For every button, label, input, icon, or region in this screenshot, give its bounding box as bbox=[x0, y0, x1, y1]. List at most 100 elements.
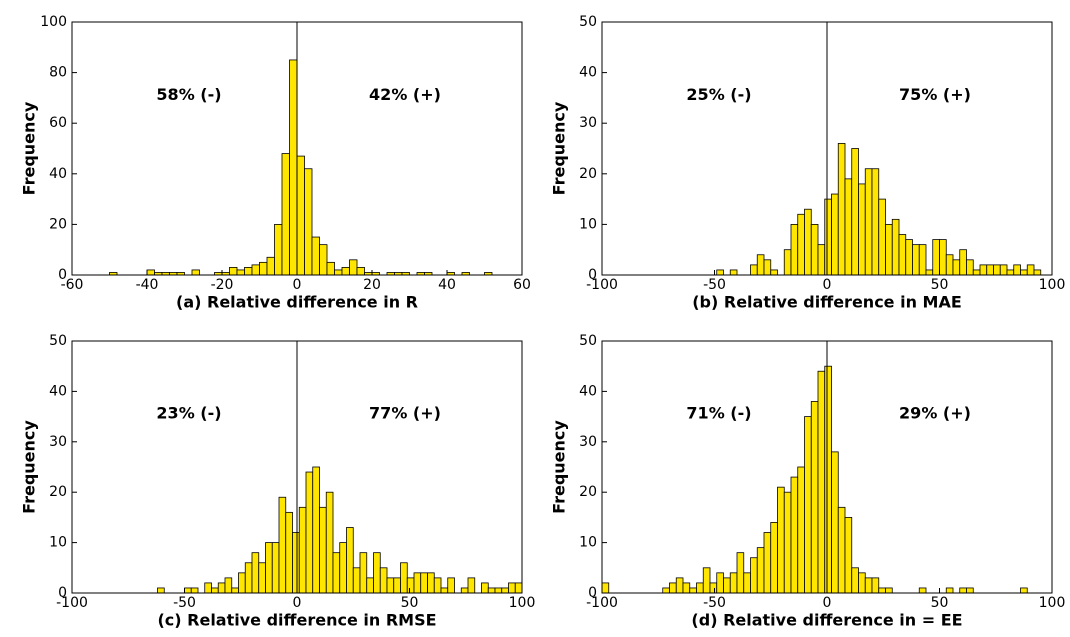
bar bbox=[1021, 588, 1028, 593]
bar bbox=[1000, 265, 1007, 275]
x-tick-label: -50 bbox=[703, 595, 726, 611]
bar bbox=[441, 588, 448, 593]
bar bbox=[313, 467, 320, 593]
x-tick-label: 100 bbox=[1039, 277, 1066, 293]
bar bbox=[852, 149, 859, 276]
bar bbox=[326, 492, 333, 593]
bar bbox=[360, 553, 367, 593]
bar bbox=[230, 267, 238, 275]
y-axis-label: Frequency bbox=[550, 420, 569, 514]
bar bbox=[980, 265, 987, 275]
bar bbox=[933, 240, 940, 275]
y-tick-label: 50 bbox=[579, 333, 597, 349]
annotation: 29% (+) bbox=[899, 404, 971, 423]
bar bbox=[461, 588, 468, 593]
bar bbox=[683, 583, 690, 593]
bar bbox=[946, 255, 953, 275]
y-tick-label: 40 bbox=[579, 65, 597, 81]
bar bbox=[353, 568, 360, 593]
bar bbox=[697, 583, 704, 593]
y-tick-label: 60 bbox=[49, 115, 67, 131]
x-tick-label: -50 bbox=[173, 595, 196, 611]
bar bbox=[347, 527, 354, 593]
bar bbox=[340, 543, 347, 593]
bar bbox=[327, 262, 335, 275]
x-tick-label: 100 bbox=[1039, 595, 1066, 611]
y-tick-label: 30 bbox=[579, 115, 597, 131]
x-axis-label: (a) Relative difference in R bbox=[176, 293, 418, 312]
bar bbox=[946, 588, 953, 593]
bar bbox=[973, 270, 980, 275]
bar bbox=[448, 578, 455, 593]
x-tick-label: 0 bbox=[293, 595, 302, 611]
bar bbox=[778, 487, 785, 593]
bar bbox=[784, 250, 791, 275]
x-axis-label: (c) Relative difference in RMSE bbox=[157, 611, 436, 630]
bar bbox=[205, 583, 212, 593]
y-tick-label: 0 bbox=[588, 585, 597, 601]
bar bbox=[676, 578, 683, 593]
bar bbox=[805, 209, 812, 275]
y-tick-label: 20 bbox=[49, 216, 67, 232]
bar bbox=[872, 169, 879, 275]
bar bbox=[275, 224, 283, 275]
bar bbox=[225, 578, 232, 593]
x-tick-label: -40 bbox=[136, 277, 159, 293]
bar bbox=[147, 270, 155, 275]
bar bbox=[312, 237, 320, 275]
bar bbox=[266, 543, 273, 593]
bar bbox=[737, 553, 744, 593]
bar bbox=[279, 497, 286, 593]
annotation: 71% (-) bbox=[686, 404, 751, 423]
bar bbox=[218, 583, 225, 593]
bar bbox=[335, 270, 343, 275]
bar bbox=[892, 219, 899, 275]
bar bbox=[838, 507, 845, 593]
bar bbox=[879, 199, 886, 275]
bar bbox=[987, 265, 994, 275]
y-tick-label: 40 bbox=[49, 166, 67, 182]
annotation: 42% (+) bbox=[369, 85, 441, 104]
x-tick-label: 50 bbox=[931, 595, 949, 611]
bar bbox=[252, 265, 260, 275]
x-tick-label: 0 bbox=[823, 277, 832, 293]
bar bbox=[865, 169, 872, 275]
bar bbox=[245, 563, 252, 593]
bar bbox=[407, 578, 414, 593]
bar bbox=[293, 533, 300, 593]
x-tick-label: -50 bbox=[703, 277, 726, 293]
bar bbox=[919, 245, 926, 275]
x-axis-label: (d) Relative difference in = EE bbox=[691, 611, 962, 630]
y-tick-label: 20 bbox=[49, 484, 67, 500]
y-axis-label: Frequency bbox=[20, 420, 39, 514]
x-tick-label: 50 bbox=[401, 595, 419, 611]
bar bbox=[515, 583, 522, 593]
bar bbox=[380, 568, 387, 593]
bar bbox=[764, 533, 771, 593]
bar bbox=[305, 169, 313, 275]
bar bbox=[791, 224, 798, 275]
bar bbox=[482, 583, 489, 593]
y-tick-label: 100 bbox=[40, 14, 67, 30]
bar bbox=[879, 588, 886, 593]
bar bbox=[245, 267, 253, 275]
x-axis-label: (b) Relative difference in MAE bbox=[692, 293, 962, 312]
bar bbox=[717, 270, 724, 275]
bar bbox=[960, 588, 967, 593]
x-tick-label: -20 bbox=[211, 277, 234, 293]
bar bbox=[414, 573, 421, 593]
bar bbox=[845, 179, 852, 275]
bar bbox=[602, 583, 609, 593]
bar bbox=[306, 472, 313, 593]
bar bbox=[886, 224, 893, 275]
bar bbox=[272, 543, 279, 593]
bar bbox=[926, 270, 933, 275]
bar bbox=[192, 270, 200, 275]
bar bbox=[185, 588, 192, 593]
x-tick-label: 60 bbox=[513, 277, 531, 293]
bar bbox=[838, 143, 845, 275]
bar bbox=[865, 578, 872, 593]
x-tick-label: 50 bbox=[931, 277, 949, 293]
